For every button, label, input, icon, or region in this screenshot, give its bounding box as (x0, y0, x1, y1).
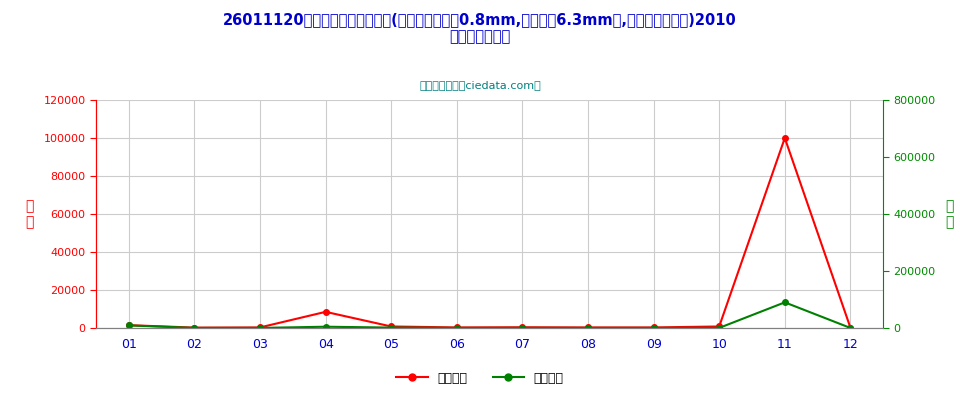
出口美元 (516, 325, 528, 330)
出口美元 (123, 323, 134, 328)
Y-axis label: 金
额: 金 额 (25, 199, 34, 229)
出口数量 (385, 325, 397, 330)
出口数量 (123, 323, 134, 328)
出口美元 (385, 324, 397, 329)
出口数量 (320, 324, 331, 329)
出口美元 (845, 325, 856, 330)
Legend: 出口美元, 出口数量: 出口美元, 出口数量 (392, 367, 568, 390)
出口美元 (648, 325, 660, 330)
出口美元 (713, 324, 725, 329)
Line: 出口数量: 出口数量 (126, 300, 853, 331)
出口美元 (320, 310, 331, 314)
Text: 26011120未烧结铁矿砂及其精矿(平均粒度不小于0.8mm,但不大于6.3mm的,焙烧黄铁矿除外)2010
年出口月度走势: 26011120未烧结铁矿砂及其精矿(平均粒度不小于0.8mm,但不大于6.3m… (223, 12, 737, 44)
出口数量 (254, 326, 266, 330)
Line: 出口美元: 出口美元 (126, 135, 853, 330)
出口数量 (779, 300, 790, 305)
Text: 进出口服务网（ciedata.com）: 进出口服务网（ciedata.com） (420, 80, 540, 90)
出口数量 (516, 326, 528, 330)
出口数量 (451, 326, 463, 330)
出口美元 (779, 136, 790, 140)
出口美元 (582, 325, 593, 330)
出口数量 (845, 326, 856, 330)
Y-axis label: 数
量: 数 量 (946, 199, 954, 229)
出口美元 (254, 325, 266, 330)
出口数量 (648, 326, 660, 330)
出口美元 (451, 325, 463, 330)
出口数量 (582, 326, 593, 330)
出口数量 (713, 326, 725, 330)
出口美元 (188, 325, 201, 330)
出口数量 (188, 326, 201, 330)
